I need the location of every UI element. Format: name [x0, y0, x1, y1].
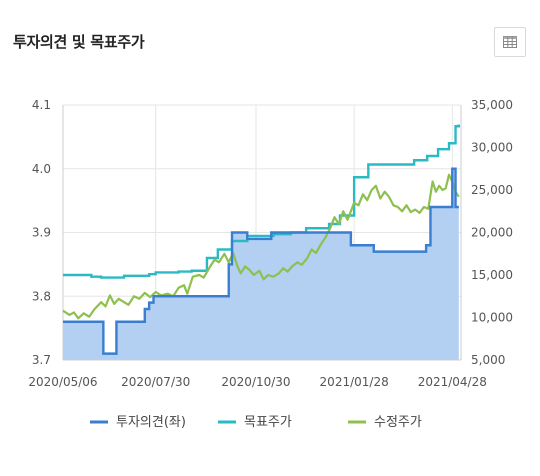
legend-label: 투자의견(좌) — [116, 415, 186, 430]
table-grid-icon — [503, 36, 517, 48]
x-tick-label: 2020/07/30 — [121, 375, 190, 389]
table-view-button[interactable] — [494, 27, 526, 57]
series-opinion-area — [63, 168, 459, 360]
legend-label: 목표주가 — [244, 415, 292, 430]
x-tick-label: 2021/01/28 — [320, 375, 389, 389]
y-left-tick-label: 4.0 — [32, 162, 51, 176]
opinion-target-chart: 3.7 3.8 3.9 4.0 4.1 5,000 10,000 15,000 20,000 25… — [0, 72, 540, 472]
series-opinion-line — [63, 167, 459, 355]
y-right-tick-label: 35,000 — [471, 98, 513, 112]
legend-item-opinion: 투자의견(좌) — [90, 415, 186, 430]
y-right-tick-label: 10,000 — [471, 311, 513, 325]
series-target-price-line — [63, 124, 461, 279]
page-title: 투자의견 및 목표주가 — [13, 33, 145, 51]
x-tick-label: 2020/05/06 — [28, 375, 97, 389]
chart-header: 투자의견 및 목표주가 — [0, 0, 540, 72]
y-left-tick-label: 3.7 — [32, 353, 51, 367]
x-tick-label: 2021/04/28 — [418, 375, 487, 389]
y-right-tick-label: 5,000 — [471, 353, 505, 367]
legend-label: 수정주가 — [374, 415, 422, 430]
y-left-tick-label: 4.1 — [32, 98, 51, 112]
y-right-tick-label: 30,000 — [471, 141, 513, 155]
chart-canvas: 3.7 3.8 3.9 4.0 4.1 5,000 10,000 15,000 20,000 25… — [28, 98, 513, 430]
x-tick-label: 2020/10/30 — [221, 375, 290, 389]
y-right-tick-label: 15,000 — [471, 268, 513, 282]
y-right-tick-label: 20,000 — [471, 226, 513, 240]
series-adjusted-price-line — [62, 173, 460, 320]
y-left-tick-label: 3.9 — [32, 226, 51, 240]
y-right-tick-label: 25,000 — [471, 183, 513, 197]
legend-item-target-price: 목표주가 — [218, 415, 292, 430]
legend-item-adjusted-price: 수정주가 — [348, 415, 422, 430]
y-left-tick-label: 3.8 — [32, 289, 51, 303]
